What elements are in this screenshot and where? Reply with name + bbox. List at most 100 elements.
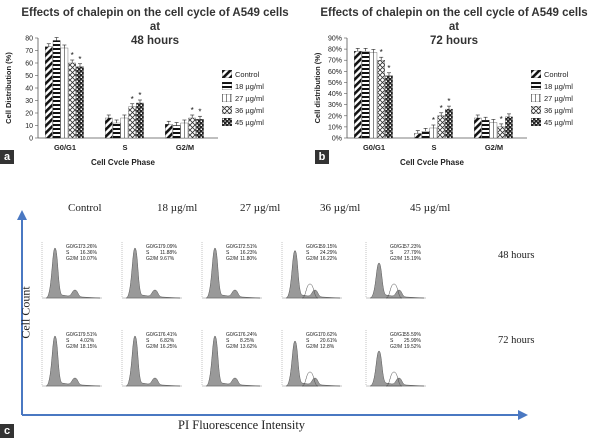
flow-histogram: G0/G173.26% S 16.36% G2/M 10.07%: [38, 240, 104, 302]
legend-item: 18 µg/ml: [531, 80, 573, 92]
y-tick-label: 70: [25, 48, 33, 55]
y-tick-label: 20%: [328, 113, 342, 120]
legend-label: 27 µg/ml: [544, 93, 573, 103]
histogram-plot: [201, 242, 262, 299]
stat-value: 9.67%: [160, 256, 175, 262]
legend-item: 45 µg/ml: [531, 116, 573, 128]
histogram-plot: [365, 242, 426, 299]
stat-line: G0/G179.09%: [146, 244, 177, 250]
legend-swatch: [531, 118, 541, 126]
stat-value: 27.79%: [404, 250, 421, 256]
legend-label: Control: [544, 69, 569, 79]
histogram-stats: G0/G179.51% S 4.02% G2/M 18.15%: [66, 332, 97, 350]
y-tick-label: 0%: [332, 136, 342, 143]
stat-value: 57.23%: [404, 244, 421, 250]
stat-value: 11.88%: [160, 250, 177, 256]
y-tick-label: 40: [25, 86, 33, 93]
x-category-label: S: [431, 143, 436, 152]
stat-value: 4.02%: [80, 338, 95, 344]
histogram-stats: G0/G172.51% S 16.23% G2/M 11.80%: [226, 244, 257, 262]
legend-label: 36 µg/ml: [235, 105, 264, 115]
y-tick-label: 80%: [328, 47, 342, 54]
significance-star: *: [131, 95, 134, 104]
bar: [60, 47, 69, 139]
stat-value: 72.51%: [240, 244, 257, 250]
histogram-peak: [205, 335, 261, 387]
bar: [429, 127, 438, 139]
stat-line: S 16.36%: [66, 250, 97, 256]
bar: [128, 106, 136, 139]
stat-value: 15.19%: [404, 256, 421, 262]
stat-line: G0/G179.51%: [66, 332, 97, 338]
x-category-label: S: [122, 143, 127, 152]
flow-y-label: Cell Count: [18, 286, 33, 339]
bar: [172, 125, 181, 139]
stat-value: 76.24%: [240, 332, 257, 338]
chart-b-title: Effects of chalepin on the cell cycle of…: [319, 6, 589, 48]
significance-star: *: [432, 116, 435, 125]
significance-star: *: [440, 104, 443, 113]
flow-histogram: G0/G159.15% S 24.29% G2/M 16.22%: [278, 240, 344, 302]
legend-item: 45 µg/ml: [222, 116, 264, 128]
stat-line: G0/G176.41%: [146, 332, 177, 338]
stat-line: G2/M 15.19%: [390, 256, 421, 262]
flow-histogram: G0/G176.24% S 8.25% G2/M 13.62%: [198, 328, 264, 390]
stat-key: G0/G1: [226, 244, 241, 250]
stat-key: G2/M: [66, 344, 79, 350]
stat-line: G2/M 10.07%: [66, 256, 97, 262]
panel-a: Effects of chalepin on the cell cycle of…: [0, 0, 300, 165]
x-category-label: G2/M: [176, 143, 194, 152]
flow-x-label: PI Fluorescence Intensity: [178, 418, 306, 432]
stat-value: 59.15%: [320, 244, 337, 250]
bar: [474, 117, 482, 139]
bar: [361, 51, 370, 139]
row-head-72: 72 hours: [498, 335, 535, 346]
bar: [112, 122, 121, 139]
bar: [68, 62, 76, 139]
stat-key: G0/G1: [390, 332, 405, 338]
legend-a: Control 18 µg/ml 27 µg/ml 36 µg/ml 45 µg/ml: [222, 68, 264, 128]
bar: [196, 119, 204, 139]
stat-key: G2/M: [146, 344, 159, 350]
histogram-plot: [365, 330, 426, 387]
panel-label-b: b: [315, 150, 329, 164]
bar: [120, 117, 129, 139]
stat-key: S: [306, 338, 310, 344]
stat-key: S: [66, 338, 70, 344]
histogram-plot: [121, 242, 182, 299]
panel-label-c: c: [0, 424, 14, 438]
bar: [52, 40, 61, 139]
legend-item: 36 µg/ml: [222, 104, 264, 116]
legend-label: 18 µg/ml: [235, 81, 264, 91]
stat-key: G0/G1: [226, 332, 241, 338]
y-tick-label: 90%: [328, 36, 342, 43]
histogram-peak: [125, 335, 181, 387]
flow-histogram: G0/G155.59% S 25.99% G2/M 19.52%: [362, 328, 428, 390]
y-tick-label: 30: [25, 98, 33, 105]
col-head-2: 27 µg/ml: [240, 202, 281, 214]
bar: [76, 66, 84, 139]
x-category-label: G0/G1: [363, 143, 385, 152]
legend-label: Control: [235, 69, 260, 79]
legend-swatch-fill: [531, 106, 541, 114]
stat-line: S 6.82%: [146, 338, 177, 344]
significance-star: *: [198, 107, 201, 116]
bar: [354, 51, 362, 139]
y-tick-label: 10: [25, 123, 33, 130]
stat-line: G2/M 16.25%: [146, 344, 177, 350]
legend-swatch: [531, 70, 541, 78]
legend-item: 27 µg/ml: [531, 92, 573, 104]
legend-swatch-fill: [531, 82, 541, 90]
stat-key: S: [226, 250, 230, 256]
stat-line: S 8.25%: [226, 338, 257, 344]
legend-swatch-fill: [222, 94, 232, 102]
chart-b: 0% 10% 20% 30% 40% 50% 60% 70% 80% 90% * * G0/G1 * * * S…: [313, 36, 527, 165]
histogram-stats: G0/G179.09% S 11.88% G2/M 9.67%: [146, 244, 177, 262]
stat-key: G2/M: [390, 256, 403, 262]
bar: [180, 122, 189, 139]
significance-star: *: [380, 48, 383, 57]
legend-swatch: [222, 118, 232, 126]
y-tick-label: 0: [29, 136, 33, 143]
stat-value: 79.51%: [80, 332, 97, 338]
significance-star: *: [447, 97, 450, 106]
